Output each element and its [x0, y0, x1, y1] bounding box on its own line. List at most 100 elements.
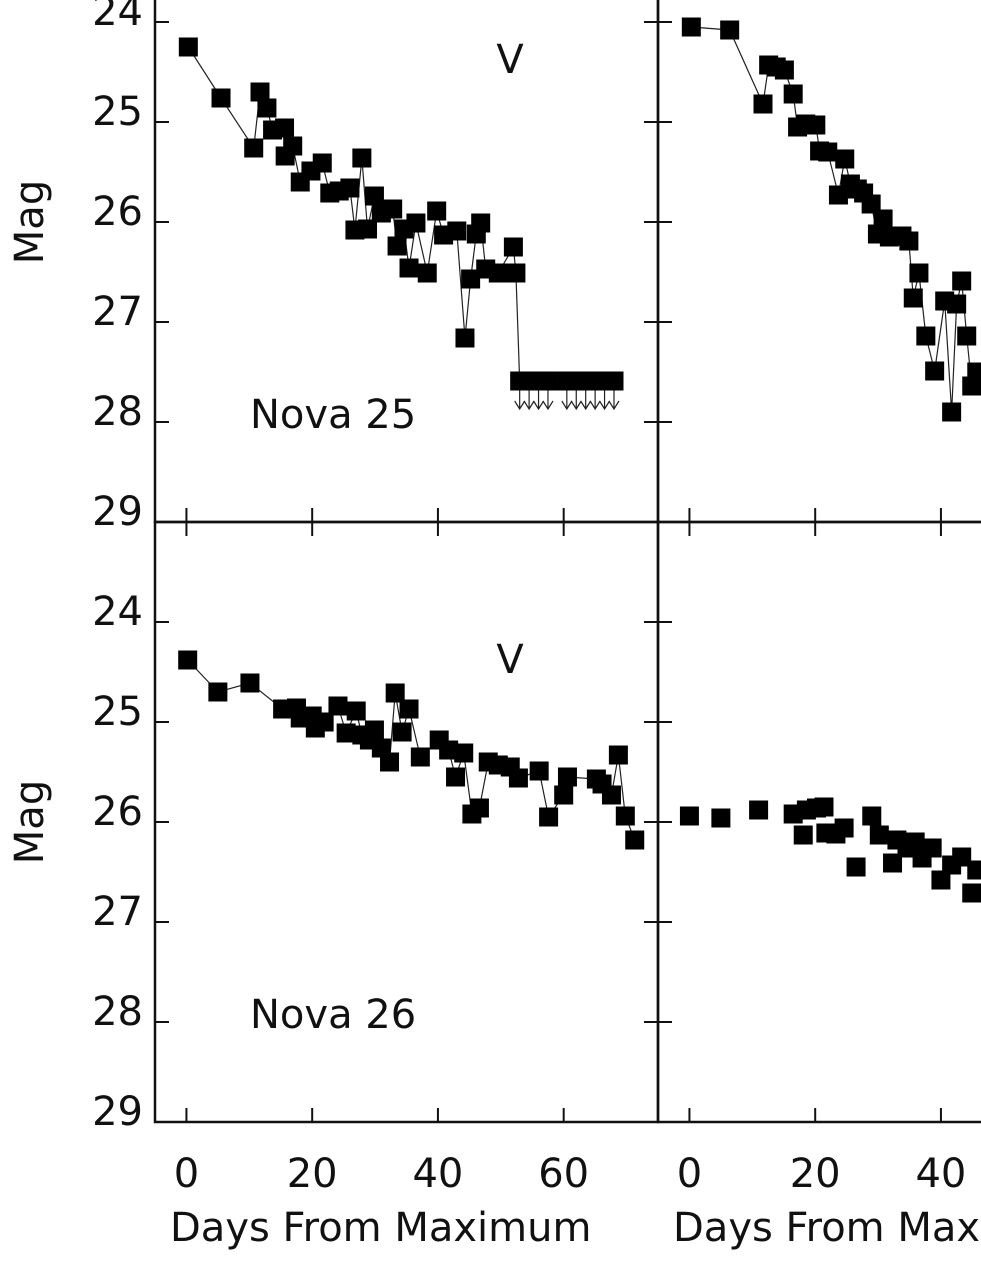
data-point	[399, 699, 419, 719]
data-point	[957, 326, 977, 346]
data-point	[244, 138, 264, 158]
data-point	[488, 263, 508, 283]
y-tick-label: 26	[92, 789, 143, 835]
data-point	[455, 328, 475, 348]
data-point	[905, 832, 925, 852]
y-tick-label: 27	[92, 289, 143, 335]
data-point	[793, 825, 813, 845]
x-tick-label: 0	[174, 1151, 199, 1197]
y-tick-label: 28	[92, 389, 143, 435]
data-point	[947, 294, 967, 314]
data-point	[814, 797, 834, 817]
data-point	[503, 237, 523, 257]
x-tick-label: 20	[790, 1151, 841, 1197]
data-point	[446, 767, 466, 787]
data-point	[178, 37, 198, 57]
data-point	[909, 263, 929, 283]
data-point	[774, 60, 794, 80]
data-point	[818, 142, 838, 162]
band-label: V	[496, 37, 524, 83]
y-tick-label: 24	[92, 589, 143, 635]
data-point	[557, 767, 577, 787]
data-point	[406, 213, 426, 233]
data-point	[869, 825, 889, 845]
y-tick-label: 28	[92, 989, 143, 1035]
data-point	[554, 785, 574, 805]
data-point	[364, 186, 384, 206]
y-axis-label: Mag	[7, 180, 53, 264]
data-point	[952, 847, 972, 867]
data-point	[385, 683, 405, 703]
y-tick-label: 24	[92, 0, 143, 35]
data-point	[925, 361, 945, 381]
data-point	[529, 761, 549, 781]
data-point	[392, 722, 412, 742]
data-point	[275, 118, 295, 138]
data-point	[720, 20, 740, 40]
data-point	[178, 650, 198, 670]
x-tick-label: 40	[915, 1151, 966, 1197]
data-point	[336, 723, 356, 743]
data-point	[903, 288, 923, 308]
x-tick-label: 0	[677, 1151, 702, 1197]
object-label: Nova 25	[250, 392, 416, 438]
x-tick-label: 40	[412, 1151, 463, 1197]
x-axis-label: Days From Maximum	[673, 1205, 981, 1251]
y-tick-label: 26	[92, 189, 143, 235]
x-tick-label: 60	[538, 1151, 589, 1197]
data-point	[835, 149, 855, 169]
data-point	[387, 236, 407, 256]
x-tick-label: 20	[287, 1151, 338, 1197]
data-point	[358, 219, 378, 239]
data-point	[439, 740, 459, 760]
data-point	[240, 673, 260, 693]
data-point	[461, 269, 481, 289]
upper-limit-point	[538, 371, 558, 391]
data-point	[346, 701, 366, 721]
data-point	[931, 870, 951, 890]
data-point	[679, 806, 699, 826]
data-point	[469, 798, 489, 818]
data-point	[608, 745, 628, 765]
data-point	[681, 17, 701, 37]
data-point	[601, 785, 621, 805]
data-point	[899, 231, 919, 251]
data-point	[942, 402, 962, 422]
data-point	[283, 136, 303, 156]
data-point	[314, 712, 334, 732]
y-tick-label: 27	[92, 889, 143, 935]
data-point	[447, 221, 467, 241]
data-point	[753, 94, 773, 114]
y-tick-label: 25	[92, 89, 143, 135]
data-point	[883, 853, 903, 873]
data-point	[962, 883, 981, 903]
data-point	[340, 178, 360, 198]
data-point	[846, 857, 866, 877]
data-point	[916, 326, 936, 346]
data-point	[834, 818, 854, 838]
data-point	[257, 98, 277, 118]
y-axis-label: Mag	[7, 780, 53, 864]
data-point	[312, 153, 332, 173]
data-point	[454, 743, 474, 763]
data-point	[427, 201, 447, 221]
data-point	[383, 199, 403, 219]
data-point	[539, 807, 559, 827]
data-point	[506, 263, 526, 283]
data-point	[862, 806, 882, 826]
data-point	[625, 830, 645, 850]
data-point	[399, 258, 419, 278]
plot-frame	[656, 520, 981, 1124]
upper-limit-point	[604, 371, 624, 391]
data-point	[861, 194, 881, 214]
data-point	[711, 808, 731, 828]
data-point	[783, 84, 803, 104]
data-point	[508, 768, 528, 788]
data-point	[952, 271, 972, 291]
data-point	[410, 747, 430, 767]
data-point	[211, 88, 231, 108]
data-point	[806, 115, 826, 135]
data-point	[250, 82, 270, 102]
plot-frame	[656, 0, 981, 524]
